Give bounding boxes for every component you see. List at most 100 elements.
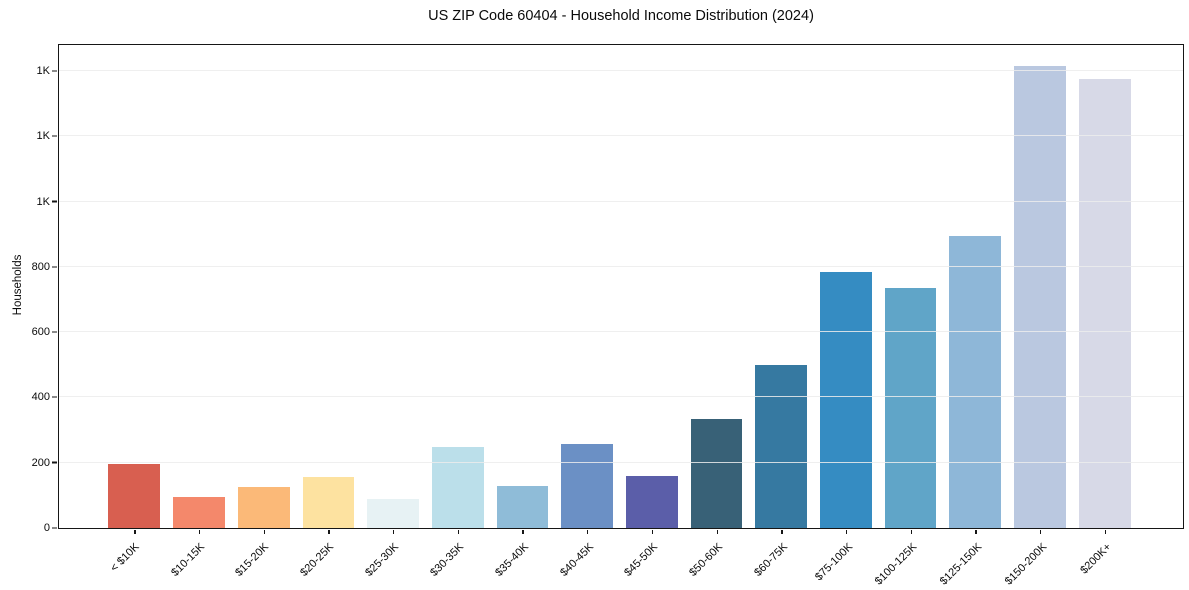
x-label-slot: $75-100K [812, 533, 879, 585]
x-tick-mark [1104, 529, 1106, 534]
bar-slot [490, 45, 555, 534]
x-label-slot: $25-30K [360, 533, 425, 585]
x-tick-label: $40-45K [557, 541, 596, 579]
x-tick-label: $35-40K [492, 541, 531, 579]
y-tick-mark [52, 331, 57, 333]
bar-slot [102, 45, 167, 534]
y-tick-label: 200 [31, 456, 50, 469]
bar-3540k [496, 485, 549, 528]
x-label-slot: $45-50K [620, 533, 685, 585]
y-tick-mark [52, 461, 57, 464]
x-tick-mark [1039, 529, 1042, 534]
bar-3035k [431, 447, 484, 528]
x-tick-mark [781, 529, 783, 534]
x-tick-mark [393, 529, 395, 534]
x-tick-label: $75-100K [812, 541, 855, 584]
bar-10k [108, 464, 161, 528]
x-tick-label: $20-25K [298, 541, 337, 579]
x-tick-label: $30-35K [428, 541, 466, 579]
y-tick-label: 1K [36, 130, 50, 143]
bar-slot [425, 45, 490, 534]
bar-5060k [690, 418, 743, 528]
x-tick-mark [845, 529, 848, 534]
x-tick-label: $60-75K [752, 541, 791, 579]
y-tick-mark [52, 135, 57, 137]
bar-slot [1008, 45, 1073, 534]
x-tick-mark [457, 529, 460, 534]
bar-125150k [949, 235, 1002, 528]
x-tick-mark [975, 529, 977, 534]
plot-area: 0 200 400 600 800 1K 1K 1K [32, 44, 1184, 534]
x-label-slot: $10-15K [166, 533, 231, 585]
x-tick-mark [587, 529, 589, 534]
x-tick-label: $125-150K [937, 541, 985, 588]
x-label-slot: $35-40K [490, 533, 555, 585]
x-label-slot: $100-125K [873, 533, 944, 588]
y-axis-label: Households [12, 254, 24, 316]
bar-4550k [625, 476, 678, 528]
x-label-slot: $60-75K [749, 533, 814, 585]
x-tick-label: $150-200K [1002, 541, 1050, 588]
bar-2025k [302, 477, 355, 528]
y-tick-label: 1K [36, 65, 50, 78]
x-axis-labels: < $10K $10-15K $15-20K $20-25K $25-30K $30-35… [101, 533, 1138, 588]
bar-1015k [173, 497, 225, 528]
bar-slot [296, 45, 361, 534]
y-tick-label: 400 [31, 391, 50, 404]
bar-slot [555, 45, 620, 534]
x-tick-label: < $10K [108, 541, 142, 575]
x-label-slot: $30-35K [425, 533, 490, 585]
bar-6075k [755, 364, 808, 528]
x-tick-label: $100-125K [873, 541, 920, 588]
x-label-slot: $125-150K [938, 533, 1009, 588]
x-tick-label: $200K+ [1078, 541, 1115, 577]
x-tick-label: $50-60K [687, 541, 726, 579]
x-tick-mark [522, 529, 524, 534]
x-tick-mark [651, 529, 654, 534]
bar-slot [620, 45, 685, 534]
bar-150200k [1014, 66, 1066, 528]
x-label-slot: $150-200K [1003, 533, 1073, 588]
x-tick-label: $15-20K [233, 541, 272, 579]
y-tick-mark [52, 396, 57, 398]
bar-75100k [820, 271, 872, 528]
bar-slot [1072, 45, 1137, 534]
bar-slot [943, 45, 1008, 534]
y-tick-mark [52, 527, 57, 529]
bar-slot [814, 45, 879, 534]
x-tick-mark [134, 529, 136, 534]
y-tick-mark [52, 70, 57, 72]
x-label-slot: $20-25K [295, 533, 360, 585]
x-label-slot: $50-60K [684, 533, 749, 585]
x-tick-label: $25-30K [363, 541, 402, 579]
bar-1520k [237, 487, 290, 528]
y-tick-label: 800 [31, 260, 50, 273]
bar-200k [1078, 79, 1131, 528]
x-label-slot: $200K+ [1073, 533, 1138, 585]
chart-title: US ZIP Code 60404 - Household Income Dis… [428, 8, 814, 24]
y-tick-label: 600 [31, 326, 50, 339]
bar-slot [684, 45, 749, 534]
x-label-slot: < $10K [101, 533, 166, 585]
bar-slot [749, 45, 814, 534]
y-tick-mark [52, 200, 57, 203]
bars-layer [102, 45, 1137, 534]
bar-100125k [884, 288, 937, 528]
y-tick-mark [52, 266, 57, 268]
x-tick-label: $10-15K [168, 541, 207, 579]
x-tick-label: $45-50K [622, 541, 661, 579]
x-tick-mark [263, 529, 266, 534]
x-label-slot: $15-20K [231, 533, 296, 585]
x-tick-mark [199, 529, 201, 534]
x-label-slot: $40-45K [555, 533, 620, 585]
bar-2530k [367, 498, 419, 528]
y-tick-label: 1K [36, 195, 50, 208]
bar-slot [167, 45, 232, 534]
bar-slot [878, 45, 943, 534]
x-tick-mark [910, 529, 912, 534]
y-tick-label: 0 [43, 522, 50, 534]
x-tick-mark [328, 529, 330, 534]
bar-4045k [561, 443, 614, 528]
bar-slot [231, 45, 296, 534]
